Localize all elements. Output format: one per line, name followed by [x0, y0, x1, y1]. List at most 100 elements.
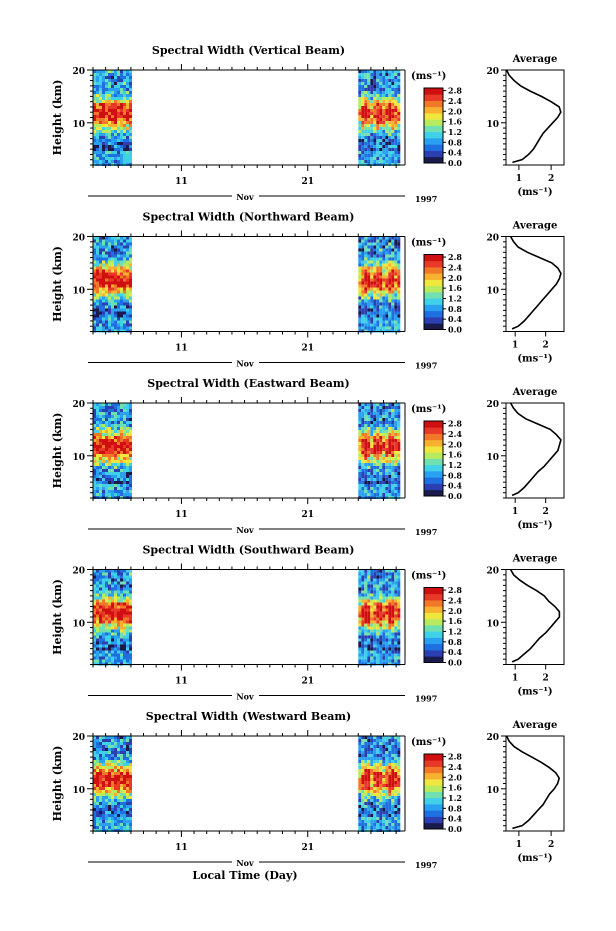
heatmap-cell — [367, 739, 371, 742]
heatmap-cell — [126, 442, 129, 445]
heatmap-cell — [105, 148, 108, 151]
heatmap-cell — [367, 326, 371, 330]
heatmap-cell — [102, 145, 105, 148]
heatmap-cell — [379, 263, 383, 267]
heatmap-cell — [394, 653, 398, 657]
heatmap-cell — [117, 644, 120, 648]
heatmap-cell — [385, 826, 389, 829]
heatmap-cell — [388, 257, 392, 261]
heatmap-cell — [367, 418, 371, 421]
heatmap-cell — [114, 626, 117, 630]
heatmap-cell — [388, 448, 392, 451]
heatmap-cell — [93, 124, 96, 127]
heatmap-cell — [391, 439, 395, 442]
heatmap-cell — [120, 76, 123, 79]
heatmap-cell — [117, 448, 120, 451]
heatmap-cell — [370, 593, 374, 597]
heatmap-cell — [102, 736, 105, 739]
colorbar-tick-label: 0.0 — [448, 158, 462, 168]
heatmap-cell — [382, 293, 386, 297]
heatmap-cell — [391, 763, 395, 766]
heatmap-cell — [388, 826, 392, 829]
heatmap-cell — [385, 124, 389, 127]
heatmap-cell — [370, 790, 374, 793]
heatmap-cell — [117, 311, 120, 315]
heatmap-cell — [394, 320, 398, 324]
heatmap-cell — [364, 436, 368, 439]
heatmap-cell — [99, 775, 102, 778]
heatmap-cell — [373, 599, 377, 603]
heatmap-cell — [388, 802, 392, 805]
heatmap-cell — [394, 599, 398, 603]
heatmap-cell — [105, 454, 108, 457]
heatmap-cell — [361, 115, 365, 118]
heatmap-cell — [397, 763, 401, 766]
heatmap-cell — [364, 239, 368, 243]
heatmap-cell — [394, 299, 398, 303]
heatmap-cell — [397, 76, 401, 79]
colorbar-segment — [424, 587, 443, 595]
heatmap-cell — [96, 100, 99, 103]
heatmap-cell — [379, 290, 383, 294]
heatmap-cell — [376, 236, 380, 240]
heatmap-cell — [111, 290, 114, 294]
heatmap-cell — [394, 487, 398, 490]
heatmap-cell — [376, 647, 380, 651]
heatmap-cell — [361, 82, 365, 85]
heatmap-cell — [364, 79, 368, 82]
heatmap-cell — [105, 421, 108, 424]
heatmap-cell — [102, 620, 105, 624]
heatmap-cell — [93, 245, 96, 249]
heatmap-cell — [370, 448, 374, 451]
heatmap-cell — [358, 778, 362, 781]
heatmap-cell — [126, 778, 129, 781]
heatmap-cell — [114, 799, 117, 802]
heatmap-cell — [102, 653, 105, 657]
heatmap-cell — [96, 611, 99, 615]
heatmap-cell — [391, 239, 395, 243]
heatmap-cell — [397, 751, 401, 754]
heatmap-cell — [358, 260, 362, 264]
heatmap-cell — [385, 142, 389, 145]
heatmap-cell — [93, 302, 96, 306]
heatmap-cell — [358, 593, 362, 597]
heatmap-cell — [114, 784, 117, 787]
heatmap-cell — [364, 133, 368, 136]
heatmap-cell — [114, 136, 117, 139]
heatmap-cell — [373, 97, 377, 100]
heatmap-cell — [379, 323, 383, 327]
heatmap-cell — [376, 269, 380, 273]
heatmap-cell — [108, 284, 111, 288]
heatmap-cell — [105, 478, 108, 481]
heatmap-cell — [117, 463, 120, 466]
heatmap-cell — [367, 460, 371, 463]
heatmap-cell — [370, 823, 374, 826]
heatmap-cell — [120, 427, 123, 430]
heatmap-cell — [370, 575, 374, 579]
heatmap-cell — [361, 826, 365, 829]
heatmap-cell — [397, 293, 401, 297]
heatmap-cell — [382, 493, 386, 496]
heatmap-cell — [385, 608, 389, 612]
heatmap-cell — [376, 778, 380, 781]
heatmap-cell — [391, 608, 395, 612]
heatmap-cell — [358, 817, 362, 820]
heatmap-cell — [111, 790, 114, 793]
heatmap-cell — [397, 790, 401, 793]
heatmap-cell — [394, 406, 398, 409]
heatmap-cell — [373, 94, 377, 97]
heatmap-cell — [114, 578, 117, 582]
heatmap-cell — [373, 602, 377, 606]
heatmap-cell — [111, 239, 114, 243]
heatmap-cell — [367, 778, 371, 781]
heatmap-cell — [108, 254, 111, 258]
heatmap-cell — [93, 581, 96, 585]
heatmap-cell — [123, 145, 126, 148]
heatmap-cell — [370, 775, 374, 778]
heatmap-cell — [376, 91, 380, 94]
heatmap-cell — [379, 569, 383, 573]
heatmap-cell — [108, 299, 111, 303]
heatmap-cell — [129, 620, 132, 624]
heatmap-cell — [126, 478, 129, 481]
heatmap-cell — [370, 587, 374, 591]
